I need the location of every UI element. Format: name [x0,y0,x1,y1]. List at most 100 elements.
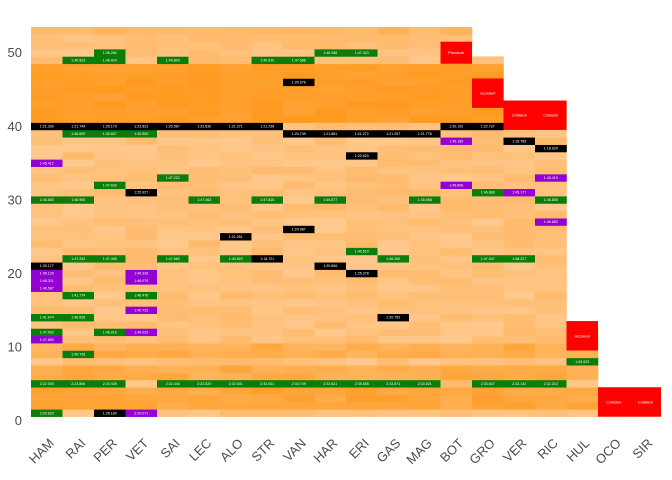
cell-eri-lap-52 [346,34,378,42]
cell-gas-lap-25 [377,232,410,241]
cell-ham-lap-30 [31,196,63,204]
cell-rai-lap-6 [62,372,95,381]
cell-gro-lap-8 [472,357,504,366]
cell-ver-lap-34 [503,166,536,175]
cell-har-lap-46 [314,78,347,87]
cell-alo-lap-50 [220,49,252,57]
cell-van-lap-13 [283,321,315,329]
cell-hul-lap-4 [566,387,599,395]
cell-per-lap-38 [94,137,126,145]
cell-rai-lap-18 [62,284,95,292]
cell-eri-lap-47 [346,71,378,79]
cell-vet-lap-51 [125,41,158,50]
cell-alo-lap-28 [220,210,252,219]
cell-eri-lap-15 [346,306,378,315]
cell-str-lap-12 [251,328,284,337]
heatmap-cells: 2:20.823 2:22.000 1:47.809 1:47.002 1:41.974… [31,27,662,417]
y-tick-50: 50 [8,45,22,60]
cell-rai-lap-1 [62,409,95,417]
cell-gas-lap-47 [377,71,410,79]
cell-gas-lap-37 [377,144,410,153]
cell-label-vet-lap-15: 1:40.722 [134,308,148,312]
cell-eri-lap-14 [346,313,378,322]
cell-eri-lap-40 [346,122,378,131]
cell-gro-lap-47 [472,71,504,79]
cell-gas-lap-48 [377,63,410,72]
cell-van-lap-38 [283,137,315,145]
cell-ham-lap-34 [31,166,63,175]
cell-gro-lap-37 [472,144,504,153]
cell-van-lap-33 [283,174,315,182]
cell-mag-lap-24 [409,240,441,248]
cell-ham-lap-17 [31,291,63,300]
cell-gas-lap-29 [377,203,410,212]
cell-ric-lap-7 [535,365,567,373]
x-tick-sai: SAI [157,436,182,461]
cell-per-lap-32 [94,181,126,190]
cell-eri-lap-26 [346,225,378,234]
cell-ric-lap-37 [535,144,567,153]
cell-mag-lap-25 [409,232,441,241]
cell-rai-lap-3 [62,394,95,403]
cell-vet-lap-38 [125,137,158,145]
cell-str-lap-16 [251,299,284,307]
cell-mag-lap-38 [409,137,441,145]
cell-label-per-lap-39: 1:40.827 [103,132,117,136]
cell-bot-lap-37 [440,144,473,153]
cell-bot-lap-8 [440,357,473,366]
y-tick-10: 10 [8,339,22,354]
cell-van-lap-40 [283,122,315,131]
cell-har-lap-53 [314,27,347,35]
cell-label-lec-lap-5: 2:22.820 [197,382,211,386]
cell-mag-lap-7 [409,365,441,373]
cell-str-lap-34 [251,166,284,175]
cell-label-lec-lap-30: 1:47.463 [197,198,211,202]
cell-eri-lap-44 [346,93,378,101]
cell-str-lap-18 [251,284,284,292]
cell-har-lap-6 [314,372,347,381]
cell-vet-lap-3 [125,394,158,403]
cell-per-lap-42 [94,107,126,116]
cell-rai-lap-39 [62,129,95,138]
cell-ric-lap-29 [535,203,567,212]
y-tick-30: 30 [8,192,22,207]
cell-label-vet-lap-39: 1:40.500 [134,132,148,136]
cell-per-lap-21 [94,262,126,270]
cell-rai-lap-44 [62,93,95,101]
cell-alo-lap-47 [220,71,252,79]
cell-rai-lap-5 [62,379,95,388]
cell-label-sai-lap-22: 1:47.660 [166,257,180,261]
cell-label-per-lap-32: 1:47.633 [103,183,117,187]
x-tick-van: VAN [280,436,309,465]
cell-ric-lap-23 [535,247,567,256]
cell-rai-lap-48 [62,63,95,72]
cell-label-ham-lap-19: 1:46.311 [40,279,54,283]
cell-label-per-lap-22: 1:47.455 [103,257,117,261]
cell-alo-lap-22 [220,254,252,263]
cell-lec-lap-28 [188,210,221,219]
cell-lec-lap-45 [188,85,221,94]
cell-rai-lap-27 [62,218,95,226]
cell-label-ham-lap-1: 2:20.823 [40,411,54,415]
cell-rai-lap-13 [62,321,95,329]
cell-gas-lap-43 [377,100,410,109]
cell-label-sai-lap-40: 1:20.567 [166,125,180,129]
cell-sai-lap-32 [157,181,189,190]
cell-sai-lap-12 [157,328,189,337]
cell-bot-lap-52 [440,34,473,42]
cell-har-lap-26 [314,225,347,234]
cell-str-lap-37 [251,144,284,153]
cell-hul-lap-7 [566,365,599,373]
cell-gas-lap-1 [377,409,410,417]
cell-rai-lap-34 [62,166,95,175]
cell-mag-lap-15 [409,306,441,315]
cell-eri-lap-27 [346,218,378,226]
cell-bot-lap-33 [440,174,473,182]
cell-vet-lap-7 [125,365,158,373]
cell-per-lap-20 [94,269,126,278]
cell-mag-lap-20 [409,269,441,278]
cell-str-lap-52 [251,34,284,42]
cell-sai-lap-4 [157,387,189,395]
cell-label-eri-lap-50: 1:47.323 [355,51,369,55]
cell-mag-lap-27 [409,218,441,226]
